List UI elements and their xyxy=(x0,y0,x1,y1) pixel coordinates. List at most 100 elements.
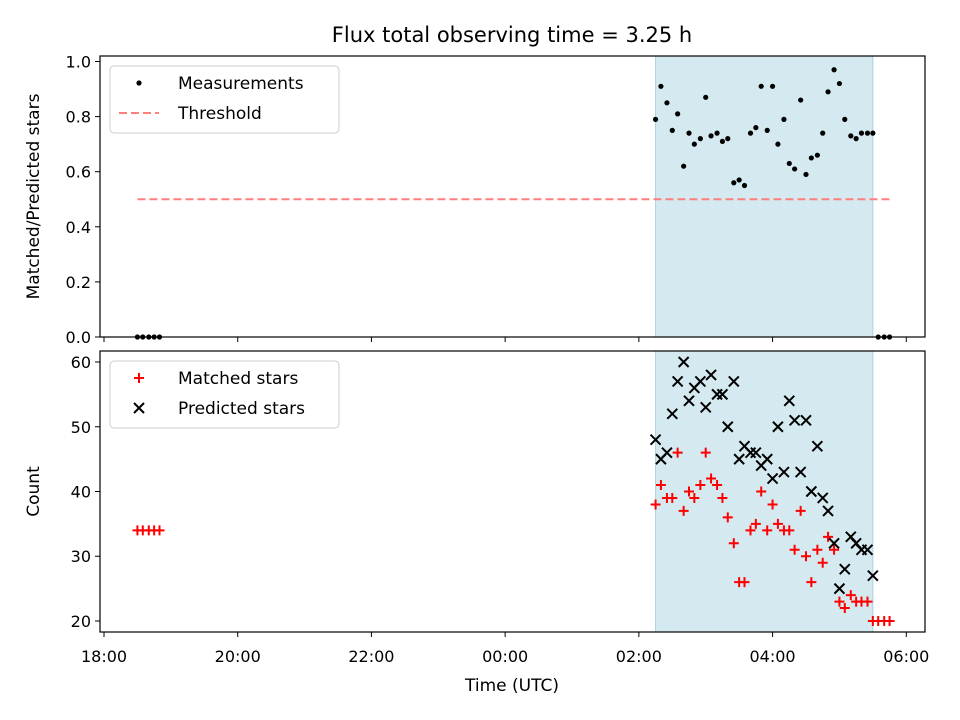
measurement-point xyxy=(820,130,826,136)
measurement-point xyxy=(831,67,837,73)
measurement-point xyxy=(808,155,814,161)
measurement-point xyxy=(714,130,720,136)
matched-star-point xyxy=(784,525,795,536)
y-tick-label: 0.8 xyxy=(66,108,91,127)
predicted-star-point xyxy=(800,414,812,426)
matched-star-point xyxy=(154,525,165,536)
legend: Measurements Threshold xyxy=(109,65,340,134)
y-axis-label: Count xyxy=(24,466,44,517)
matched-star-point xyxy=(806,577,817,588)
matched-star-point xyxy=(756,486,767,497)
predicted-star-point xyxy=(833,582,846,595)
observing-window xyxy=(655,55,874,338)
measurement-point xyxy=(736,177,742,183)
matched-star-point xyxy=(884,615,895,626)
y-tick-label: 1.0 xyxy=(66,53,91,72)
y-tick-label: 50 xyxy=(71,418,91,437)
matched-star-point xyxy=(706,473,717,484)
measurement-point xyxy=(825,89,831,95)
x-tick-label: 22:00 xyxy=(348,647,394,666)
predicted-star-point xyxy=(861,544,874,556)
matched-star-point xyxy=(795,505,806,516)
legend-label: Measurements xyxy=(178,74,304,94)
matched-star-point xyxy=(700,447,711,458)
x-tick-label: 18:00 xyxy=(81,647,127,666)
predicted-star-point xyxy=(733,453,745,465)
matched-star-point xyxy=(655,480,666,491)
predicted-star-point xyxy=(778,466,790,478)
predicted-star-point xyxy=(766,472,779,485)
legend-box xyxy=(109,65,340,134)
predicted-star-point xyxy=(722,421,734,433)
x-tick-label: 20:00 xyxy=(215,647,261,666)
measurement-point xyxy=(803,171,809,178)
predicted-star-point xyxy=(839,563,851,575)
predicted-star-point xyxy=(700,401,712,414)
ratio-panel: 0.0 0.2 0.4 0.6 0.8 1.0 Matched/Predicted star… xyxy=(24,53,926,347)
matched-star-point xyxy=(767,499,778,510)
legend-marker xyxy=(133,402,145,414)
measurement-point xyxy=(719,138,726,145)
y-tick-label: 0.2 xyxy=(66,273,91,292)
y-tick-label: 60 xyxy=(71,353,91,372)
measurement-point xyxy=(775,141,781,147)
predicted-star-point xyxy=(794,466,807,478)
series-predicted-stars xyxy=(649,356,879,595)
matched-star-point xyxy=(728,538,739,549)
predicted-star-point xyxy=(750,446,762,459)
predicted-star-point xyxy=(828,537,840,550)
predicted-star-point xyxy=(671,375,684,388)
matched-star-point xyxy=(862,596,873,607)
legend-label: Matched stars xyxy=(178,369,298,389)
predicted-star-point xyxy=(805,485,818,498)
matched-star-point xyxy=(800,551,811,562)
measurement-point xyxy=(853,136,859,142)
predicted-star-point xyxy=(705,369,717,381)
measurement-point xyxy=(753,125,759,131)
predicted-star-point xyxy=(811,440,824,452)
legend-box xyxy=(109,360,340,429)
matched-star-point xyxy=(683,486,694,497)
matched-star-point xyxy=(695,480,706,491)
matched-star-point xyxy=(762,525,773,536)
matched-star-point xyxy=(722,512,733,523)
measurement-point xyxy=(691,141,697,147)
matched-star-point xyxy=(839,603,850,614)
matched-star-point xyxy=(712,480,723,491)
measurement-point xyxy=(842,116,848,122)
count-panel: 20 30 40 50 60 18:00 20:00 22:00 00:00 02:00 04:00… xyxy=(24,350,929,666)
measurement-point xyxy=(664,100,670,106)
matched-star-point xyxy=(739,577,750,588)
measurement-point xyxy=(725,136,731,142)
series-matched-stars xyxy=(132,447,895,626)
measurement-point xyxy=(669,127,675,133)
matched-star-point xyxy=(678,505,689,516)
y-tick-label: 20 xyxy=(71,612,91,631)
measurement-point xyxy=(836,80,843,87)
measurement-point xyxy=(798,97,804,103)
measurement-point xyxy=(792,166,798,172)
x-axis-label: Time (UTC) xyxy=(464,676,559,696)
legend-label: Threshold xyxy=(177,104,262,124)
matched-star-point xyxy=(672,447,683,458)
measurement-point xyxy=(858,130,865,136)
matched-star-point xyxy=(717,492,728,503)
y-tick-label: 0.0 xyxy=(66,328,91,347)
matched-star-point xyxy=(745,525,756,536)
x-tick-label: 02:00 xyxy=(616,647,662,666)
predicted-star-point xyxy=(694,375,707,388)
measurement-point xyxy=(864,130,871,136)
predicted-star-point xyxy=(661,446,673,459)
measurement-point xyxy=(741,182,748,189)
measurement-point xyxy=(708,133,714,139)
matched-star-point xyxy=(772,518,783,529)
predicted-star-point xyxy=(817,492,829,504)
axes-frame xyxy=(99,55,926,338)
x-tick-label: 00:00 xyxy=(482,647,528,666)
predicted-star-point xyxy=(666,408,678,420)
x-tick-label: 04:00 xyxy=(750,647,796,666)
measurement-point xyxy=(848,133,854,139)
matched-star-point xyxy=(667,492,678,503)
y-tick-label: 0.4 xyxy=(66,218,91,237)
